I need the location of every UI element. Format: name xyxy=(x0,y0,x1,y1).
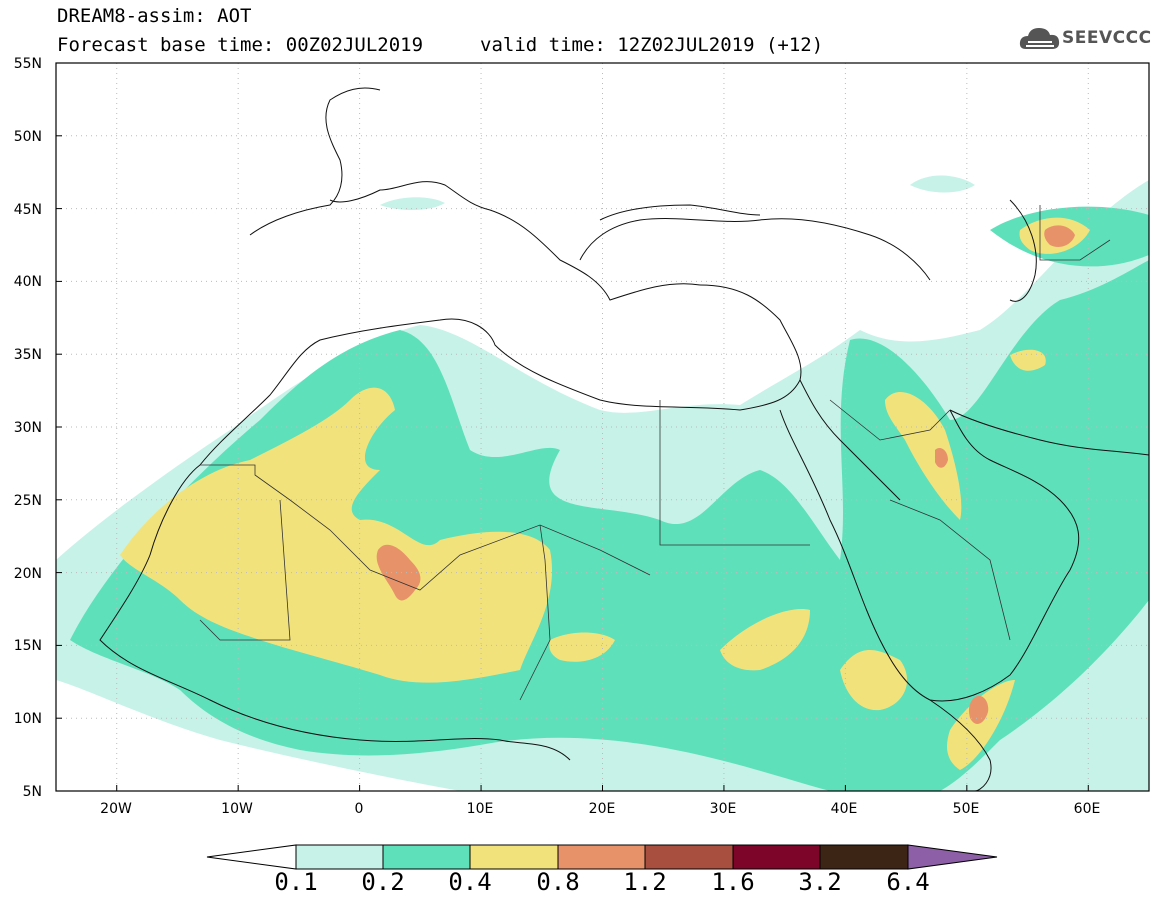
lon-label: 10E xyxy=(466,801,494,817)
colorbar-segment xyxy=(295,844,384,870)
lat-label: 45N xyxy=(13,202,42,218)
lon-label: 60E xyxy=(1073,801,1101,817)
lon-label: 20W xyxy=(100,801,132,817)
aot-contours xyxy=(56,63,1149,791)
lon-label: 40E xyxy=(830,801,858,817)
axis-ticks xyxy=(56,135,1089,791)
colorbar-label: 1.2 xyxy=(623,868,667,896)
seevccc-logo: SEEVCCC xyxy=(1018,23,1153,55)
lon-label: 30E xyxy=(709,801,737,817)
colorbar-label: 0.1 xyxy=(274,868,318,896)
figure-title: DREAM8-assim: AOT xyxy=(57,5,252,27)
logo-text: SEEVCCC xyxy=(1062,28,1152,48)
colorbar-label: 3.2 xyxy=(798,868,842,896)
lat-label: 15N xyxy=(13,638,42,654)
forecast-base-time: Forecast base time: 00Z02JUL2019 xyxy=(57,34,424,56)
aot-band-0.4 xyxy=(120,217,1090,770)
colorbar xyxy=(206,844,998,870)
colorbar-segment xyxy=(382,844,471,870)
lon-label: 10W xyxy=(221,801,253,817)
valid-time: valid time: 12Z02JUL2019 (+12) xyxy=(480,34,824,56)
lat-label: 25N xyxy=(13,493,42,509)
colorbar-segment xyxy=(819,844,909,870)
colorbar-segment xyxy=(644,844,734,870)
colorbar-label: 6.4 xyxy=(886,868,930,896)
lat-label: 35N xyxy=(13,347,42,363)
lat-label: 5N xyxy=(22,784,42,800)
colorbar-label: 0.8 xyxy=(536,868,580,896)
colorbar-label: 0.2 xyxy=(361,868,405,896)
lat-label: 10N xyxy=(13,711,42,727)
lat-lon-grid xyxy=(56,63,1149,791)
colorbar-segment xyxy=(732,844,821,870)
lat-label: 55N xyxy=(13,56,42,72)
cloud-icon xyxy=(1019,28,1060,49)
colorbar-label: 0.4 xyxy=(448,868,492,896)
colorbar-min-triangle xyxy=(206,844,297,870)
coastlines xyxy=(99,87,1150,792)
lat-label: 20N xyxy=(13,566,42,582)
lon-label: 20E xyxy=(588,801,616,817)
colorbar-segment xyxy=(469,844,559,870)
colorbar-label: 1.6 xyxy=(711,868,755,896)
lat-label: 40N xyxy=(13,274,42,290)
lat-label: 50N xyxy=(13,129,42,145)
colorbar-segment xyxy=(557,844,646,870)
lat-label: 30N xyxy=(13,420,42,436)
lon-label: 50E xyxy=(952,801,980,817)
lon-label: 0 xyxy=(354,801,364,817)
country-borders xyxy=(199,205,1111,701)
colorbar-max-triangle xyxy=(907,844,998,870)
